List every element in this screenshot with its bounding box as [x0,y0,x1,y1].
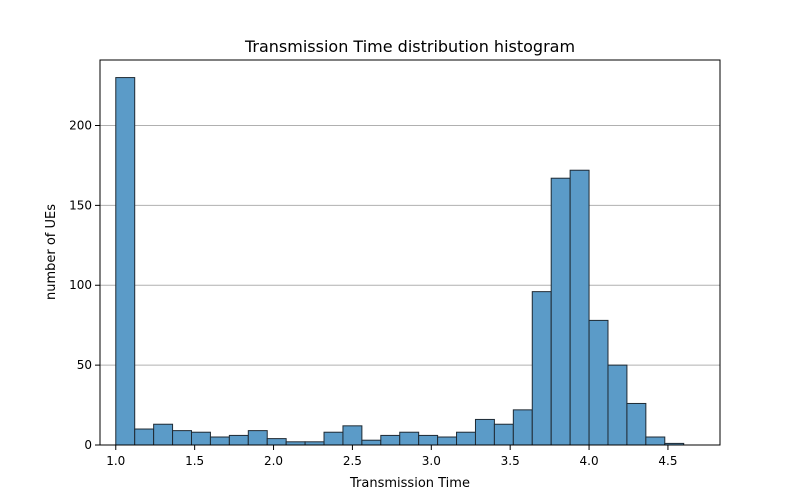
histogram-bars [115,77,685,446]
x-tick-label: 3.0 [422,454,441,468]
histogram-bar [493,423,514,446]
histogram-bar [437,436,458,446]
histogram-bar [569,169,590,446]
histogram-bar [172,430,193,446]
y-tick-label: 200 [69,118,92,132]
histogram-bar [247,430,268,446]
histogram-bar [323,431,344,446]
histogram-bar [456,431,476,446]
histogram-bar [228,434,249,446]
x-tick-label: 3.5 [501,454,520,468]
y-tick-label: 150 [69,198,92,212]
histogram-bar [607,364,628,446]
y-tick-label: 0 [84,438,92,452]
histogram-bar [361,439,382,446]
x-tick-label: 4.5 [658,454,677,468]
histogram-bar [645,436,666,446]
x-tick-label: 2.5 [343,454,362,468]
chart-title: Transmission Time distribution histogram [244,37,575,56]
histogram-bar [115,77,136,446]
x-tick-label: 4.0 [580,454,599,468]
y-axis-ticks: 0 50 100 150 200 [69,118,100,452]
histogram-bar [531,291,552,446]
histogram-bar [550,177,571,446]
x-axis-ticks: 1.0 1.5 2.0 2.5 3.0 3.5 4.0 4.5 [106,445,677,468]
histogram-bar [380,434,401,446]
histogram-bar [588,319,609,446]
x-tick-label: 1.5 [185,454,204,468]
y-tick-label: 50 [77,358,92,372]
histogram-bar [134,428,155,446]
x-axis-label: Transmission Time [349,476,470,491]
plot-frame [99,59,721,446]
histogram-bar [626,402,647,446]
histogram-bar [153,423,174,446]
y-axis-label: number of UEs [44,204,59,300]
histogram-bar [342,425,363,446]
histogram-bar [209,436,230,446]
x-tick-label: 2.0 [264,454,283,468]
x-tick-label: 1.0 [106,454,125,468]
histogram-bar [418,434,439,446]
histogram-bar [399,431,420,446]
histogram-bar [266,438,287,446]
histogram-bar [191,431,211,446]
histogram-bar [474,418,495,446]
y-tick-label: 100 [69,278,92,292]
histogram-bar [512,409,533,446]
